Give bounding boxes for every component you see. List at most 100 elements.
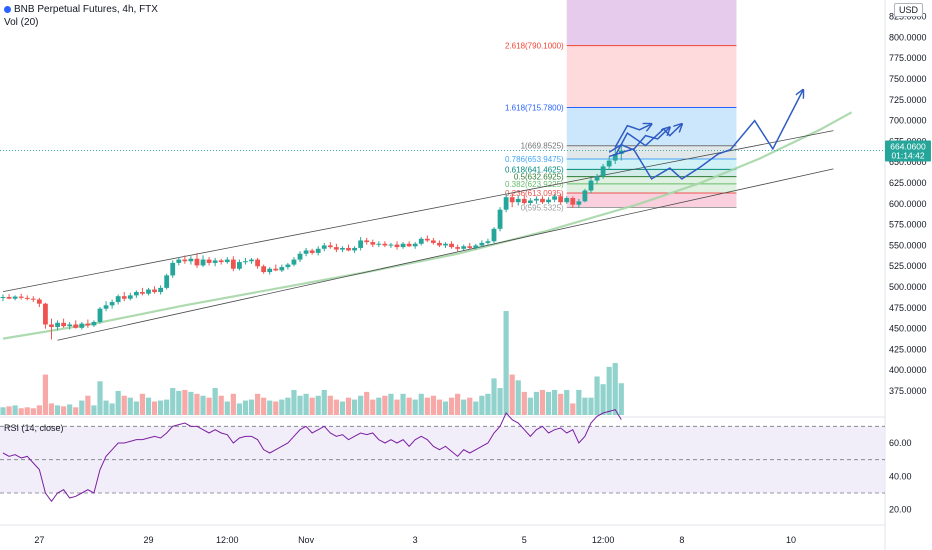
candle	[558, 193, 564, 205]
volume-bar	[18, 408, 24, 415]
fibonacci-level-label: 0.382(623.9225)	[505, 180, 564, 189]
candle	[364, 237, 370, 245]
volume-bar	[42, 374, 49, 415]
projection-paths	[608, 90, 803, 180]
fibonacci-level-label: 0.618(641.4625)	[505, 165, 564, 174]
volume-bar	[127, 397, 133, 415]
candle-body	[430, 240, 436, 243]
volume-bar	[545, 391, 552, 415]
volume-bar	[491, 378, 497, 415]
volume-bar	[303, 393, 309, 415]
volume-bar	[121, 395, 127, 415]
candle-body	[540, 198, 545, 203]
volume-bar	[67, 404, 73, 415]
candle-body	[73, 324, 79, 328]
fibonacci-level-label: 0(595.5325)	[521, 204, 564, 213]
volume-bar	[558, 393, 564, 415]
candle	[376, 241, 382, 248]
projection-arrow	[614, 124, 682, 156]
volume-bar	[133, 401, 139, 415]
time-tick-label: 10	[786, 535, 796, 545]
candle-body	[521, 198, 527, 204]
candle-body	[140, 292, 145, 294]
volume-bar	[388, 393, 394, 415]
candle-body	[206, 259, 212, 263]
volume-bar	[170, 388, 176, 415]
candle	[497, 207, 503, 232]
volume-bar	[533, 391, 540, 415]
rsi-pane	[0, 409, 885, 503]
candle-body	[382, 243, 388, 246]
candle-body	[115, 296, 121, 303]
fibonacci-zone	[566, 45, 737, 108]
volume-bar	[151, 401, 158, 415]
volume-bar	[461, 399, 467, 415]
candle-body	[103, 305, 109, 309]
candle-body	[315, 248, 321, 253]
candle-body	[85, 323, 91, 326]
candle	[346, 244, 351, 252]
candle	[121, 292, 127, 302]
volume-bar	[418, 393, 424, 415]
projection-arrow	[608, 127, 670, 153]
candle	[49, 318, 54, 340]
volume-bar	[509, 374, 515, 415]
candle-body	[412, 243, 418, 247]
candle	[503, 193, 509, 213]
volume-bar	[606, 366, 612, 415]
time-tick-label: 5	[522, 535, 527, 545]
candle-body	[497, 209, 503, 229]
price-tick-label: 375.0000	[889, 386, 927, 396]
volume-bar	[200, 395, 206, 415]
volume-bar	[594, 376, 600, 415]
candle	[127, 292, 133, 301]
candle	[612, 147, 618, 164]
fibonacci-zone	[566, 169, 737, 177]
candle	[352, 246, 357, 253]
candle	[564, 196, 570, 204]
price-tick-label: 750.0000	[889, 74, 927, 84]
candle	[449, 241, 454, 249]
volume-bar	[351, 399, 358, 415]
channel-lower-line	[57, 168, 834, 341]
candle	[146, 287, 151, 296]
volume-bar	[497, 388, 503, 415]
candle	[243, 257, 248, 265]
candle-body	[194, 258, 200, 266]
volume-bar	[521, 391, 527, 415]
candle-body	[309, 250, 315, 253]
candle	[273, 264, 279, 272]
candle	[600, 163, 606, 179]
fibonacci-level-label: 2.618(790.1000)	[505, 42, 564, 51]
candle	[479, 240, 485, 248]
volume-bar	[176, 390, 182, 415]
volume-bar	[188, 391, 194, 415]
rsi-indicator-label: RSI (14, close)	[4, 423, 64, 433]
fibonacci-zone	[566, 183, 737, 193]
volume-bar	[218, 395, 224, 415]
candle-body	[576, 201, 582, 205]
price-tick-label: 425.0000	[889, 344, 927, 354]
currency-button[interactable]: USD	[894, 3, 924, 17]
volume-bar	[321, 389, 327, 415]
volume-bar	[236, 403, 243, 415]
candle	[321, 242, 327, 252]
candle	[594, 173, 600, 184]
candle-body	[364, 240, 370, 243]
candle	[437, 240, 442, 248]
candle	[255, 257, 260, 269]
volume-bar	[79, 400, 85, 415]
candle-body	[127, 295, 133, 299]
volume-bar	[382, 395, 388, 415]
volume-bar	[115, 390, 121, 415]
volume-bar	[54, 405, 61, 415]
candle-body	[467, 246, 473, 248]
price-tick-label: 700.0000	[889, 116, 927, 126]
candle-body	[534, 198, 539, 201]
candle	[521, 195, 527, 205]
candle-body	[91, 321, 97, 326]
candle-body	[285, 264, 291, 268]
volume-bar	[600, 384, 606, 415]
